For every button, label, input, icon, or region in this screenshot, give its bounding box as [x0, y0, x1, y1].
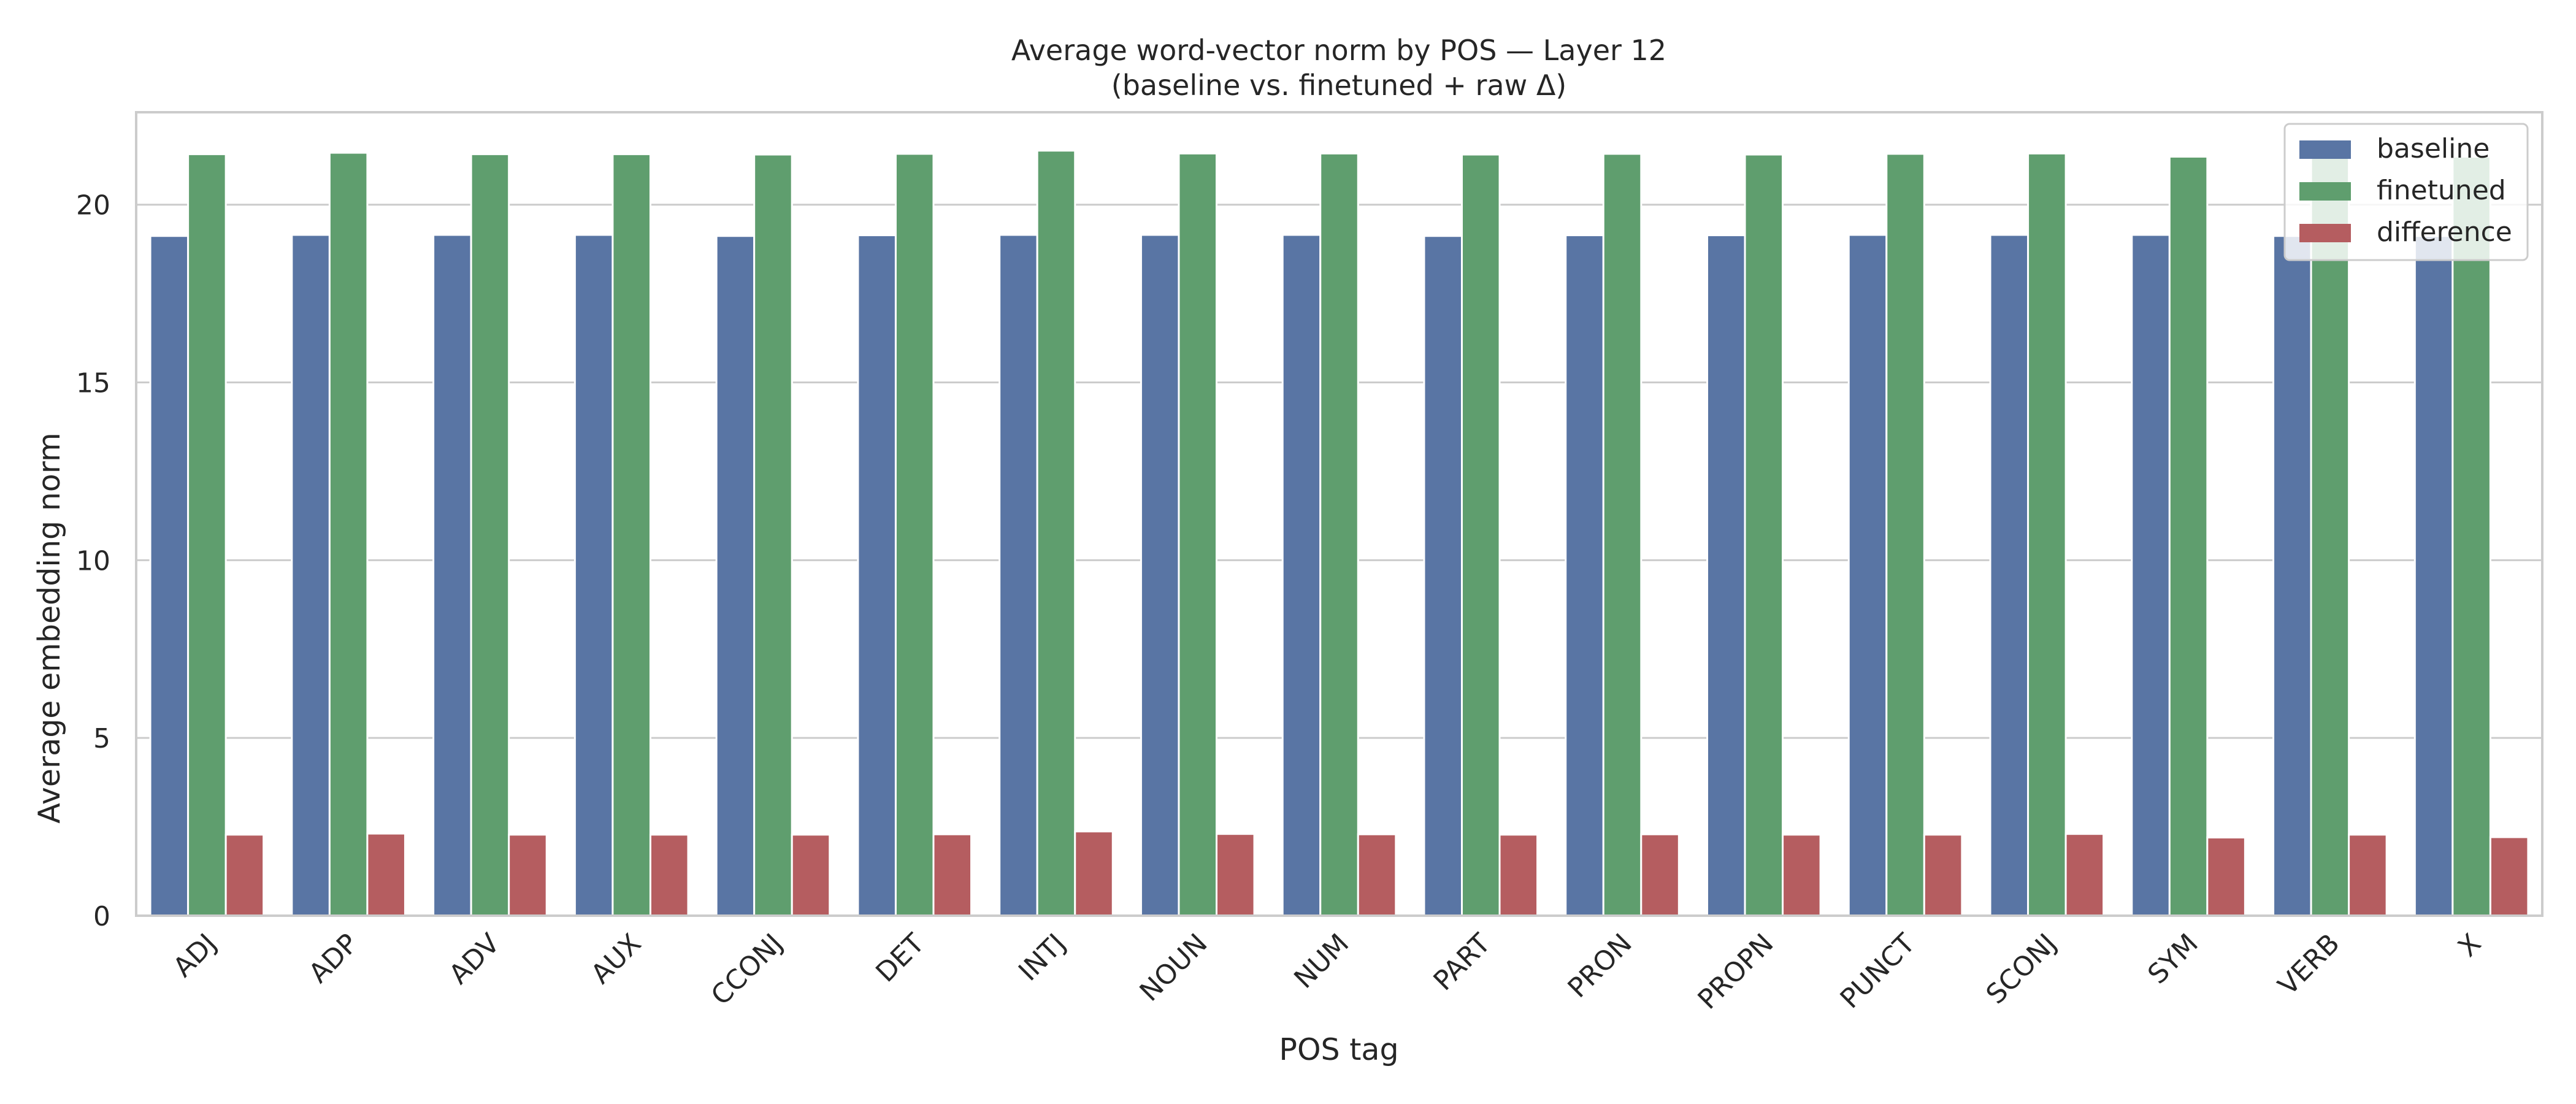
y-tick-label: 5: [93, 723, 110, 754]
bar-difference-adv: [508, 834, 548, 917]
bar-baseline-pron: [1565, 234, 1604, 917]
bar-difference-verb: [2348, 834, 2388, 917]
legend: baseline finetuned difference: [2283, 123, 2529, 261]
bar-difference-adp: [366, 832, 406, 917]
bar-difference-propn: [1782, 834, 1822, 917]
bar-difference-intj: [1074, 830, 1114, 917]
bar-difference-num: [1357, 833, 1397, 917]
bar-difference-cconj: [791, 834, 831, 917]
bar-difference-punct: [1923, 834, 1963, 917]
bar-finetuned-num: [1319, 152, 1359, 917]
bar-difference-part: [1498, 834, 1539, 917]
legend-label-finetuned: finetuned: [2377, 175, 2506, 206]
y-tick-label: 10: [76, 545, 110, 577]
bar-baseline-punct: [1847, 234, 1888, 917]
x-axis-label: POS tag: [1279, 1032, 1398, 1067]
bar-finetuned-punct: [1885, 153, 1925, 917]
bar-baseline-sconj: [1989, 234, 2030, 917]
bar-finetuned-propn: [1744, 153, 1784, 917]
bar-finetuned-noun: [1178, 152, 1218, 917]
bar-difference-pron: [1640, 833, 1680, 917]
bar-difference-sconj: [2064, 833, 2105, 917]
legend-swatch-baseline: [2299, 140, 2351, 159]
legend-label-difference: difference: [2377, 217, 2512, 248]
bar-baseline-adv: [432, 234, 472, 917]
bar-finetuned-adv: [470, 153, 510, 917]
legend-swatch-finetuned: [2299, 182, 2351, 201]
bar-baseline-part: [1423, 235, 1463, 917]
bar-baseline-verb: [2272, 235, 2312, 917]
bar-difference-x: [2489, 836, 2529, 917]
bar-finetuned-verb: [2310, 153, 2350, 917]
bar-baseline-intj: [999, 234, 1038, 917]
bar-baseline-x: [2413, 235, 2454, 917]
y-tick-label: 20: [76, 190, 110, 221]
y-axis-label: Average embedding norm: [32, 432, 67, 824]
bar-difference-det: [932, 833, 973, 917]
bar-baseline-cconj: [715, 235, 756, 917]
y-tick-label: 15: [76, 368, 110, 399]
bar-difference-sym: [2206, 836, 2246, 917]
bar-baseline-adj: [149, 235, 190, 917]
bar-baseline-propn: [1706, 234, 1746, 917]
bar-difference-adj: [224, 834, 265, 917]
legend-label-baseline: baseline: [2377, 133, 2490, 164]
bar-difference-noun: [1216, 833, 1255, 917]
bar-baseline-noun: [1140, 234, 1180, 917]
bar-baseline-num: [1281, 234, 1322, 917]
bar-finetuned-adp: [328, 151, 369, 917]
bar-finetuned-part: [1460, 153, 1501, 917]
bar-finetuned-pron: [1602, 153, 1643, 917]
bar-baseline-det: [857, 234, 897, 917]
bar-baseline-sym: [2131, 234, 2171, 917]
bar-finetuned-x: [2451, 155, 2491, 917]
bar-baseline-adp: [291, 234, 331, 917]
bar-finetuned-adj: [187, 153, 227, 917]
bar-difference-aux: [649, 834, 689, 917]
bar-finetuned-sconj: [2027, 152, 2067, 917]
y-tick-label: 0: [93, 901, 110, 932]
chart-title: Average word-vector norm by POS — Layer …: [1011, 34, 1666, 67]
bar-finetuned-cconj: [753, 153, 793, 917]
plot-frame: [135, 111, 2543, 917]
legend-swatch-difference: [2299, 224, 2351, 242]
bar-finetuned-aux: [611, 153, 651, 917]
bar-finetuned-intj: [1036, 150, 1076, 917]
bar-baseline-aux: [573, 234, 614, 917]
bar-finetuned-sym: [2168, 155, 2209, 917]
chart-subtitle: (baseline vs. finetuned + raw Δ): [1111, 69, 1567, 102]
bar-finetuned-det: [894, 153, 935, 917]
